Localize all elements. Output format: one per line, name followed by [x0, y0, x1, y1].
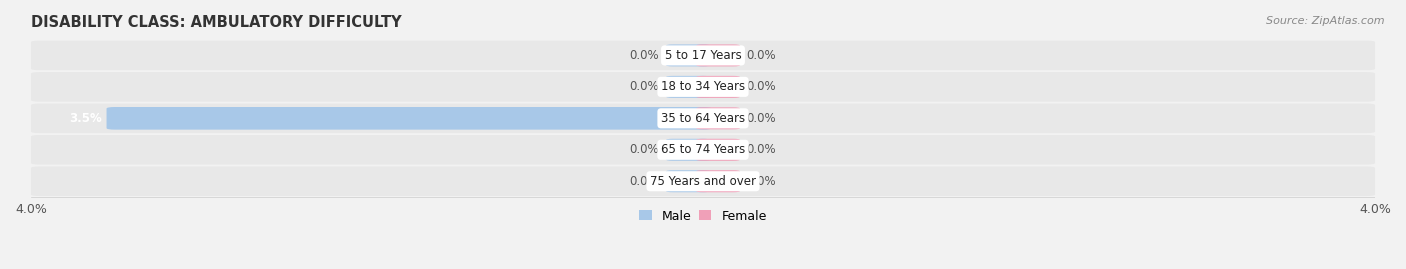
FancyBboxPatch shape — [696, 139, 740, 161]
Text: 3.5%: 3.5% — [69, 112, 101, 125]
Text: 65 to 74 Years: 65 to 74 Years — [661, 143, 745, 156]
Text: 18 to 34 Years: 18 to 34 Years — [661, 80, 745, 93]
FancyBboxPatch shape — [666, 76, 710, 98]
Text: 35 to 64 Years: 35 to 64 Years — [661, 112, 745, 125]
FancyBboxPatch shape — [696, 44, 740, 66]
Text: Source: ZipAtlas.com: Source: ZipAtlas.com — [1267, 16, 1385, 26]
FancyBboxPatch shape — [696, 170, 740, 192]
Text: 0.0%: 0.0% — [630, 175, 659, 188]
Text: DISABILITY CLASS: AMBULATORY DIFFICULTY: DISABILITY CLASS: AMBULATORY DIFFICULTY — [31, 15, 402, 30]
FancyBboxPatch shape — [31, 135, 1375, 165]
Text: 5 to 17 Years: 5 to 17 Years — [665, 49, 741, 62]
Text: 0.0%: 0.0% — [747, 143, 776, 156]
FancyBboxPatch shape — [696, 76, 740, 98]
Text: 0.0%: 0.0% — [747, 80, 776, 93]
Text: 0.0%: 0.0% — [630, 49, 659, 62]
FancyBboxPatch shape — [666, 44, 710, 66]
FancyBboxPatch shape — [107, 107, 711, 130]
Text: 75 Years and over: 75 Years and over — [650, 175, 756, 188]
FancyBboxPatch shape — [31, 104, 1375, 133]
FancyBboxPatch shape — [666, 170, 710, 192]
Text: 0.0%: 0.0% — [630, 80, 659, 93]
FancyBboxPatch shape — [31, 167, 1375, 196]
FancyBboxPatch shape — [666, 139, 710, 161]
Text: 0.0%: 0.0% — [747, 49, 776, 62]
Text: 0.0%: 0.0% — [630, 143, 659, 156]
Text: 0.0%: 0.0% — [747, 175, 776, 188]
Text: 0.0%: 0.0% — [747, 112, 776, 125]
FancyBboxPatch shape — [31, 41, 1375, 70]
FancyBboxPatch shape — [31, 72, 1375, 102]
Legend: Male, Female: Male, Female — [634, 205, 772, 228]
FancyBboxPatch shape — [696, 107, 740, 129]
